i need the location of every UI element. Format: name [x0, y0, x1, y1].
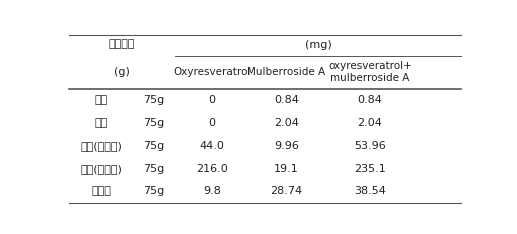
Text: 75g: 75g [143, 95, 164, 105]
Text: 0: 0 [208, 95, 216, 105]
Text: oxyresveratrol+
mulberroside A: oxyresveratrol+ mulberroside A [328, 61, 412, 84]
Text: 9.8: 9.8 [203, 186, 221, 197]
Text: 75g: 75g [143, 141, 164, 151]
Text: 0.84: 0.84 [358, 95, 383, 105]
Text: 상잎: 상잎 [95, 118, 108, 128]
Text: 상지(광천산): 상지(광천산) [80, 164, 122, 174]
Text: 상지(지리산): 상지(지리산) [80, 141, 122, 151]
Text: 75g: 75g [143, 186, 164, 197]
Text: 75g: 75g [143, 164, 164, 174]
Text: 19.1: 19.1 [274, 164, 299, 174]
Text: (mg): (mg) [305, 40, 331, 50]
Text: 0: 0 [208, 118, 216, 128]
Text: (g): (g) [114, 67, 130, 77]
Text: 53.96: 53.96 [354, 141, 386, 151]
Text: 235.1: 235.1 [354, 164, 386, 174]
Text: 28.74: 28.74 [270, 186, 302, 197]
Text: 75g: 75g [143, 118, 164, 128]
Text: 0.84: 0.84 [274, 95, 299, 105]
Text: Oxyresveratrol: Oxyresveratrol [173, 67, 251, 77]
Text: 상백피: 상백피 [91, 186, 111, 197]
Text: 샘플무게: 샘플무게 [109, 39, 135, 49]
Text: 38.54: 38.54 [354, 186, 386, 197]
Text: 2.04: 2.04 [274, 118, 299, 128]
Text: 216.0: 216.0 [196, 164, 228, 174]
Text: Mulberroside A: Mulberroside A [248, 67, 326, 77]
Text: 44.0: 44.0 [200, 141, 224, 151]
Text: 오디: 오디 [95, 95, 108, 105]
Text: 2.04: 2.04 [358, 118, 383, 128]
Text: 9.96: 9.96 [274, 141, 299, 151]
